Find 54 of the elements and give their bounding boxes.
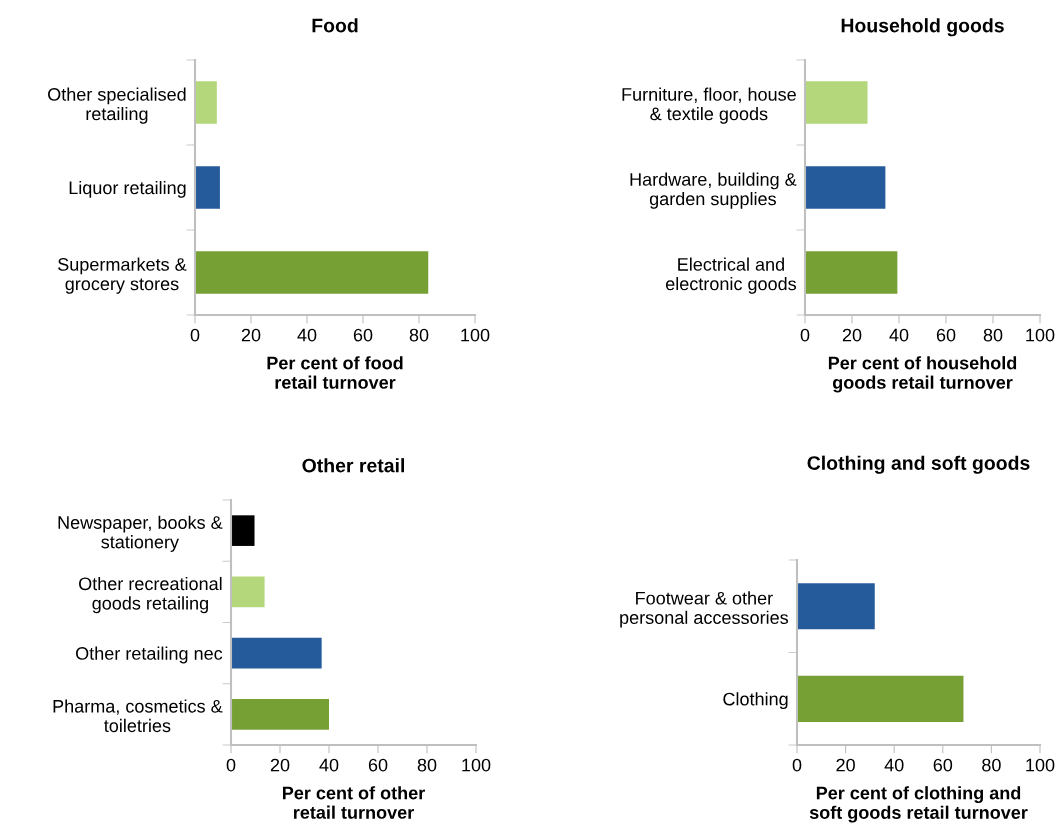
x-tick-label: 40 xyxy=(889,328,909,342)
bar xyxy=(231,637,322,669)
bar xyxy=(195,81,217,124)
x-tick-label: 0 xyxy=(800,328,810,342)
bar xyxy=(231,515,255,546)
x-axis-title: Per cent of food retail turnover xyxy=(267,356,403,389)
bar xyxy=(231,699,329,730)
x-axis-title: Per cent of clothing and soft goods retail turnover xyxy=(809,786,1028,823)
bar xyxy=(805,251,898,294)
x-axis-title: Per cent of household goods retail turnover xyxy=(828,356,1017,393)
chart-title: Food xyxy=(312,18,358,33)
x-tick-label: 100 xyxy=(462,758,491,772)
chart-title: Other retail xyxy=(302,458,404,473)
x-tick-label: 60 xyxy=(353,328,373,342)
y-tick-label: Clothing xyxy=(723,692,788,710)
x-tick-label: 20 xyxy=(836,758,855,772)
x-tick-label: 100 xyxy=(461,328,490,342)
x-tick-label: 20 xyxy=(270,758,290,772)
x-tick-label: 40 xyxy=(319,758,339,772)
x-tick-label: 0 xyxy=(226,758,236,772)
x-tick-label: 0 xyxy=(190,328,200,342)
y-tick-label: Footwear & other personal accessories xyxy=(620,591,789,628)
y-tick-label: Newspaper, books & stationery xyxy=(58,515,223,552)
y-tick-label: Pharma, cosmetics & toiletries xyxy=(53,699,223,733)
x-tick-label: 60 xyxy=(933,758,953,772)
x-tick-label: 80 xyxy=(417,758,437,772)
y-tick-label: Furniture, floor, house & textile goods xyxy=(622,87,796,124)
y-tick-label: Electrical and electronic goods xyxy=(665,257,797,294)
y-tick-label: Hardware, building & garden supplies xyxy=(630,172,797,209)
x-tick-label: 40 xyxy=(884,758,904,772)
bar xyxy=(195,166,220,209)
y-tick-label: Liquor retailing xyxy=(69,180,186,198)
x-axis-title: Per cent of other retail turnover xyxy=(282,786,425,819)
x-tick-label: 40 xyxy=(297,328,317,342)
bar xyxy=(805,81,868,124)
y-tick-label: Supermarkets & grocery stores xyxy=(58,257,187,294)
chart-title: Clothing and soft goods xyxy=(807,455,1030,474)
x-tick-label: 0 xyxy=(792,758,802,772)
x-tick-label: 100 xyxy=(1026,758,1055,772)
chart-title: Household goods xyxy=(841,18,1004,37)
bar xyxy=(195,251,429,294)
y-tick-label: Other retailing nec xyxy=(76,646,223,664)
x-tick-label: 60 xyxy=(368,758,388,772)
x-tick-label: 80 xyxy=(982,758,1001,772)
x-tick-label: 20 xyxy=(241,328,261,342)
y-tick-label: Other recreational goods retailing xyxy=(79,576,222,614)
x-tick-label: 60 xyxy=(936,328,956,342)
x-tick-label: 80 xyxy=(409,328,429,342)
x-tick-label: 20 xyxy=(842,328,862,342)
x-tick-label: 100 xyxy=(1026,328,1055,342)
x-tick-label: 80 xyxy=(983,328,1003,342)
y-tick-label: Other specialised retailing xyxy=(48,87,186,124)
bar xyxy=(231,576,265,608)
bar xyxy=(805,166,886,209)
